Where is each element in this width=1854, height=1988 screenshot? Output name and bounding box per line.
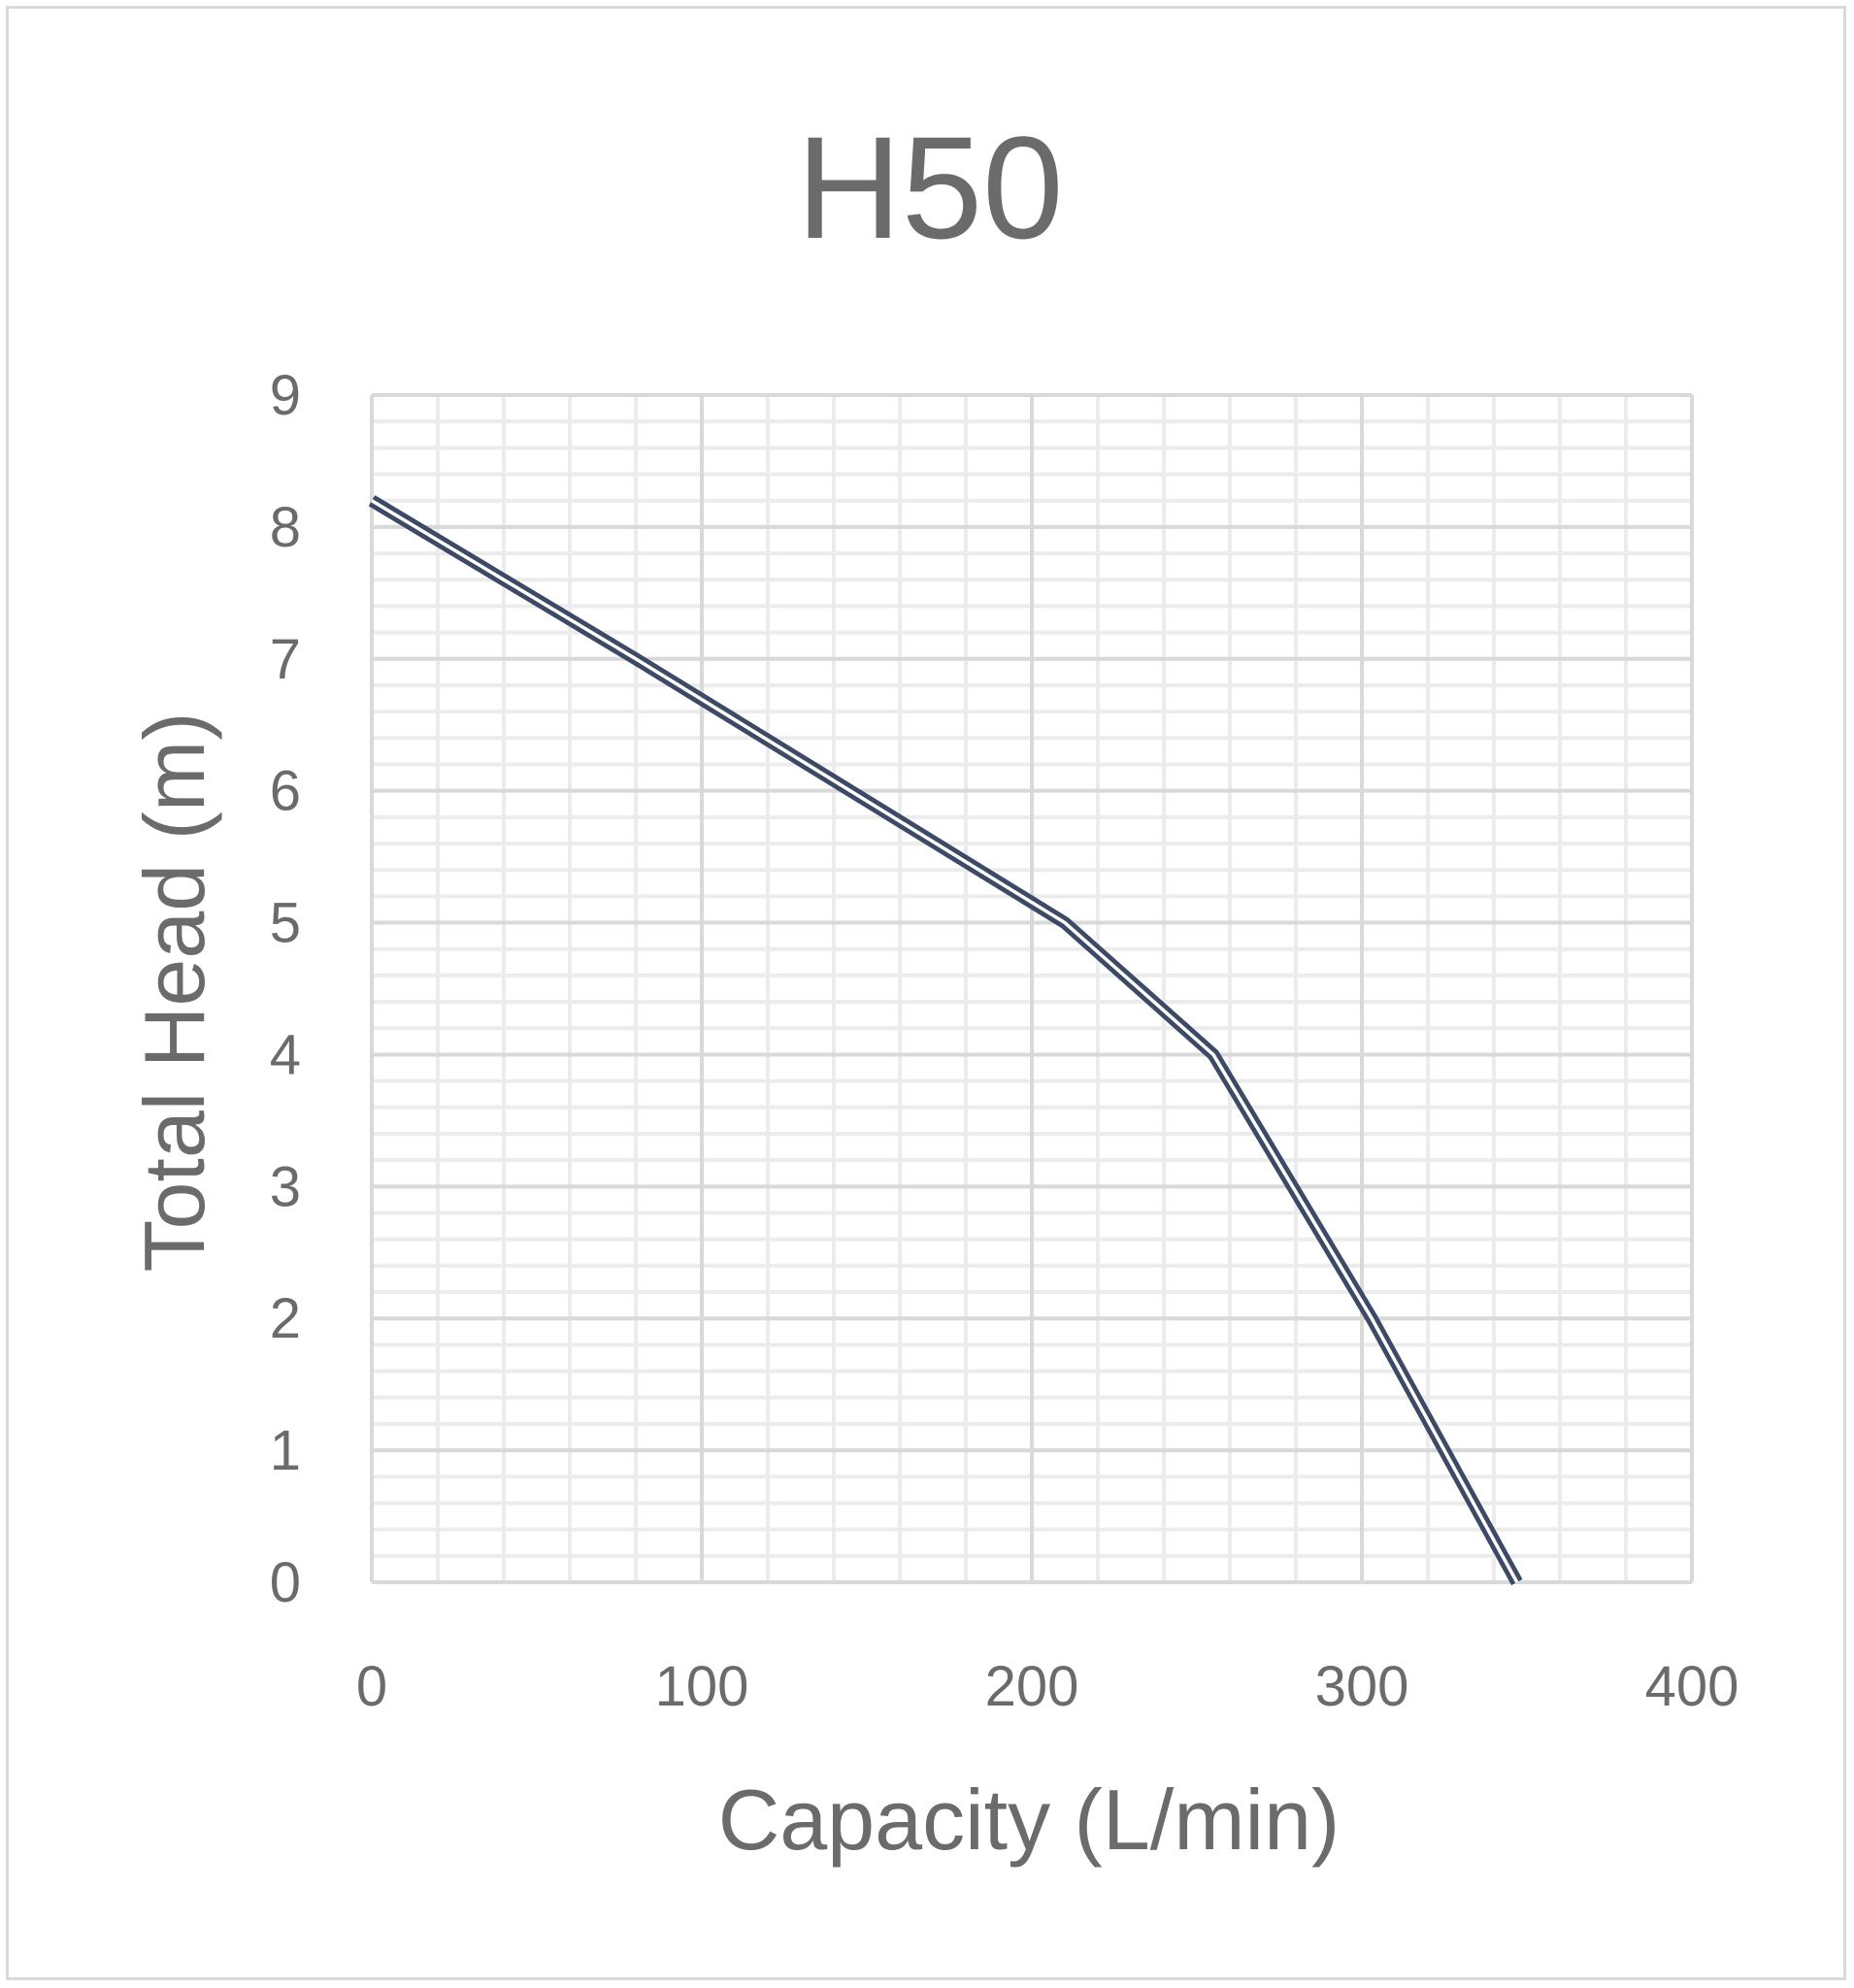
y-tick-label: 1 <box>270 1419 301 1482</box>
chart-frame <box>6 6 1846 1980</box>
y-tick-label: 8 <box>270 496 301 559</box>
chart-title: H50 <box>796 106 1063 269</box>
x-tick-label: 400 <box>1645 1655 1739 1718</box>
x-tick-label: 300 <box>1315 1655 1409 1718</box>
y-tick-label: 9 <box>270 364 301 427</box>
y-tick-label: 5 <box>270 892 301 955</box>
y-tick-label: 0 <box>270 1551 301 1614</box>
x-tick-labels: 0 100 200 300 400 <box>356 1655 1739 1718</box>
y-tick-label: 4 <box>270 1023 301 1086</box>
y-tick-label: 7 <box>270 628 301 691</box>
major-grid <box>370 393 1694 1584</box>
series-layer <box>368 495 1523 1586</box>
x-tick-label: 200 <box>985 1655 1079 1718</box>
series-line <box>368 495 1523 1586</box>
y-tick-label: 6 <box>270 760 301 823</box>
y-tick-label: 2 <box>270 1287 301 1350</box>
x-tick-label: 100 <box>655 1655 749 1718</box>
series-line-inner <box>371 499 1519 1583</box>
y-tick-labels: 0 1 2 3 4 5 6 7 8 9 <box>270 364 301 1614</box>
y-tick-label: 3 <box>270 1155 301 1218</box>
x-axis-title: Capacity (L/min) <box>718 1772 1341 1868</box>
y-axis-title: Total Head (m) <box>126 712 222 1272</box>
x-tick-label: 0 <box>356 1655 387 1718</box>
